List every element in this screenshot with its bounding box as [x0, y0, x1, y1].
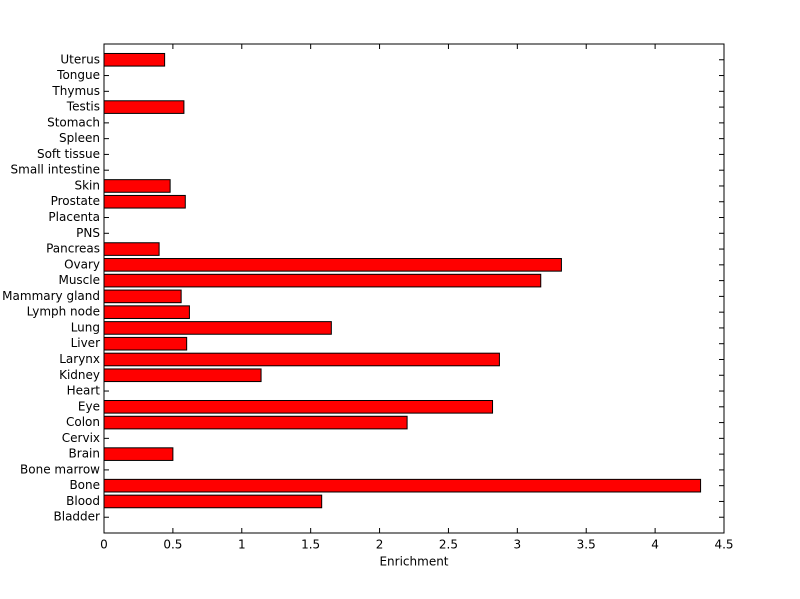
- y-tick-label: Ovary: [64, 257, 100, 271]
- bar: [103, 242, 160, 256]
- y-tick-label: Lymph node: [27, 305, 100, 319]
- bar: [103, 179, 171, 193]
- y-tick-label: Liver: [71, 336, 101, 350]
- y-tick-label: Larynx: [59, 352, 100, 366]
- x-tick-label: 1.5: [301, 538, 320, 552]
- y-tick-label: Uterus: [60, 52, 100, 66]
- y-tick-label: Eye: [78, 399, 100, 413]
- bar: [103, 289, 182, 304]
- bar: [103, 352, 500, 367]
- y-tick-label: Cervix: [62, 431, 100, 445]
- y-tick-label: Stomach: [47, 115, 100, 129]
- x-tick-label: 3.5: [577, 538, 596, 552]
- y-tick-label: Lung: [71, 320, 100, 334]
- bar: [103, 399, 494, 414]
- x-tick-label: 2.5: [439, 538, 458, 552]
- y-tick-label: Colon: [66, 415, 100, 429]
- y-tick-label: Blood: [66, 494, 100, 508]
- bar: [103, 100, 185, 114]
- bar: [103, 305, 190, 319]
- plot-frame: [103, 43, 725, 534]
- x-axis-label: Enrichment: [379, 555, 448, 569]
- y-tick-label: Testis: [66, 100, 100, 114]
- y-tick-label: Kidney: [59, 368, 100, 382]
- bar: [103, 336, 188, 351]
- bar: [103, 273, 542, 288]
- y-tick-label: Placenta: [48, 210, 100, 224]
- y-tick-label: Bone: [69, 478, 100, 492]
- x-tick-label: 2: [376, 538, 384, 552]
- bar: [103, 494, 323, 509]
- y-tick-label: Bone marrow: [20, 462, 100, 476]
- y-tick-label: Thymus: [51, 84, 100, 98]
- y-tick-label: Small intestine: [11, 163, 100, 177]
- x-tick-label: 4: [651, 538, 659, 552]
- bar: [103, 321, 332, 335]
- bar: [103, 194, 186, 209]
- y-tick-label: Soft tissue: [37, 147, 100, 161]
- y-tick-label: Spleen: [59, 131, 100, 145]
- y-tick-label: Prostate: [51, 194, 100, 208]
- x-tick-label: 1: [238, 538, 246, 552]
- x-tick-label: 0.5: [163, 538, 182, 552]
- y-tick-label: Tongue: [56, 68, 100, 82]
- y-tick-label: Mammary gland: [2, 289, 100, 303]
- y-tick-label: Skin: [74, 178, 100, 192]
- bar: [103, 52, 166, 67]
- bar: [103, 478, 702, 493]
- x-tick-label: 4.5: [714, 538, 733, 552]
- y-tick-label: Bladder: [54, 510, 101, 524]
- y-tick-label: Muscle: [58, 273, 100, 287]
- y-tick-label: Pancreas: [46, 242, 100, 256]
- y-tick-label: Heart: [67, 384, 101, 398]
- bar: [103, 447, 174, 461]
- x-tick-label: 0: [100, 538, 108, 552]
- bar: [103, 368, 262, 383]
- bar: [103, 258, 562, 272]
- x-tick-label: 3: [514, 538, 522, 552]
- y-tick-label: PNS: [76, 226, 100, 240]
- bar: [103, 415, 408, 430]
- y-tick-label: Brain: [69, 447, 100, 461]
